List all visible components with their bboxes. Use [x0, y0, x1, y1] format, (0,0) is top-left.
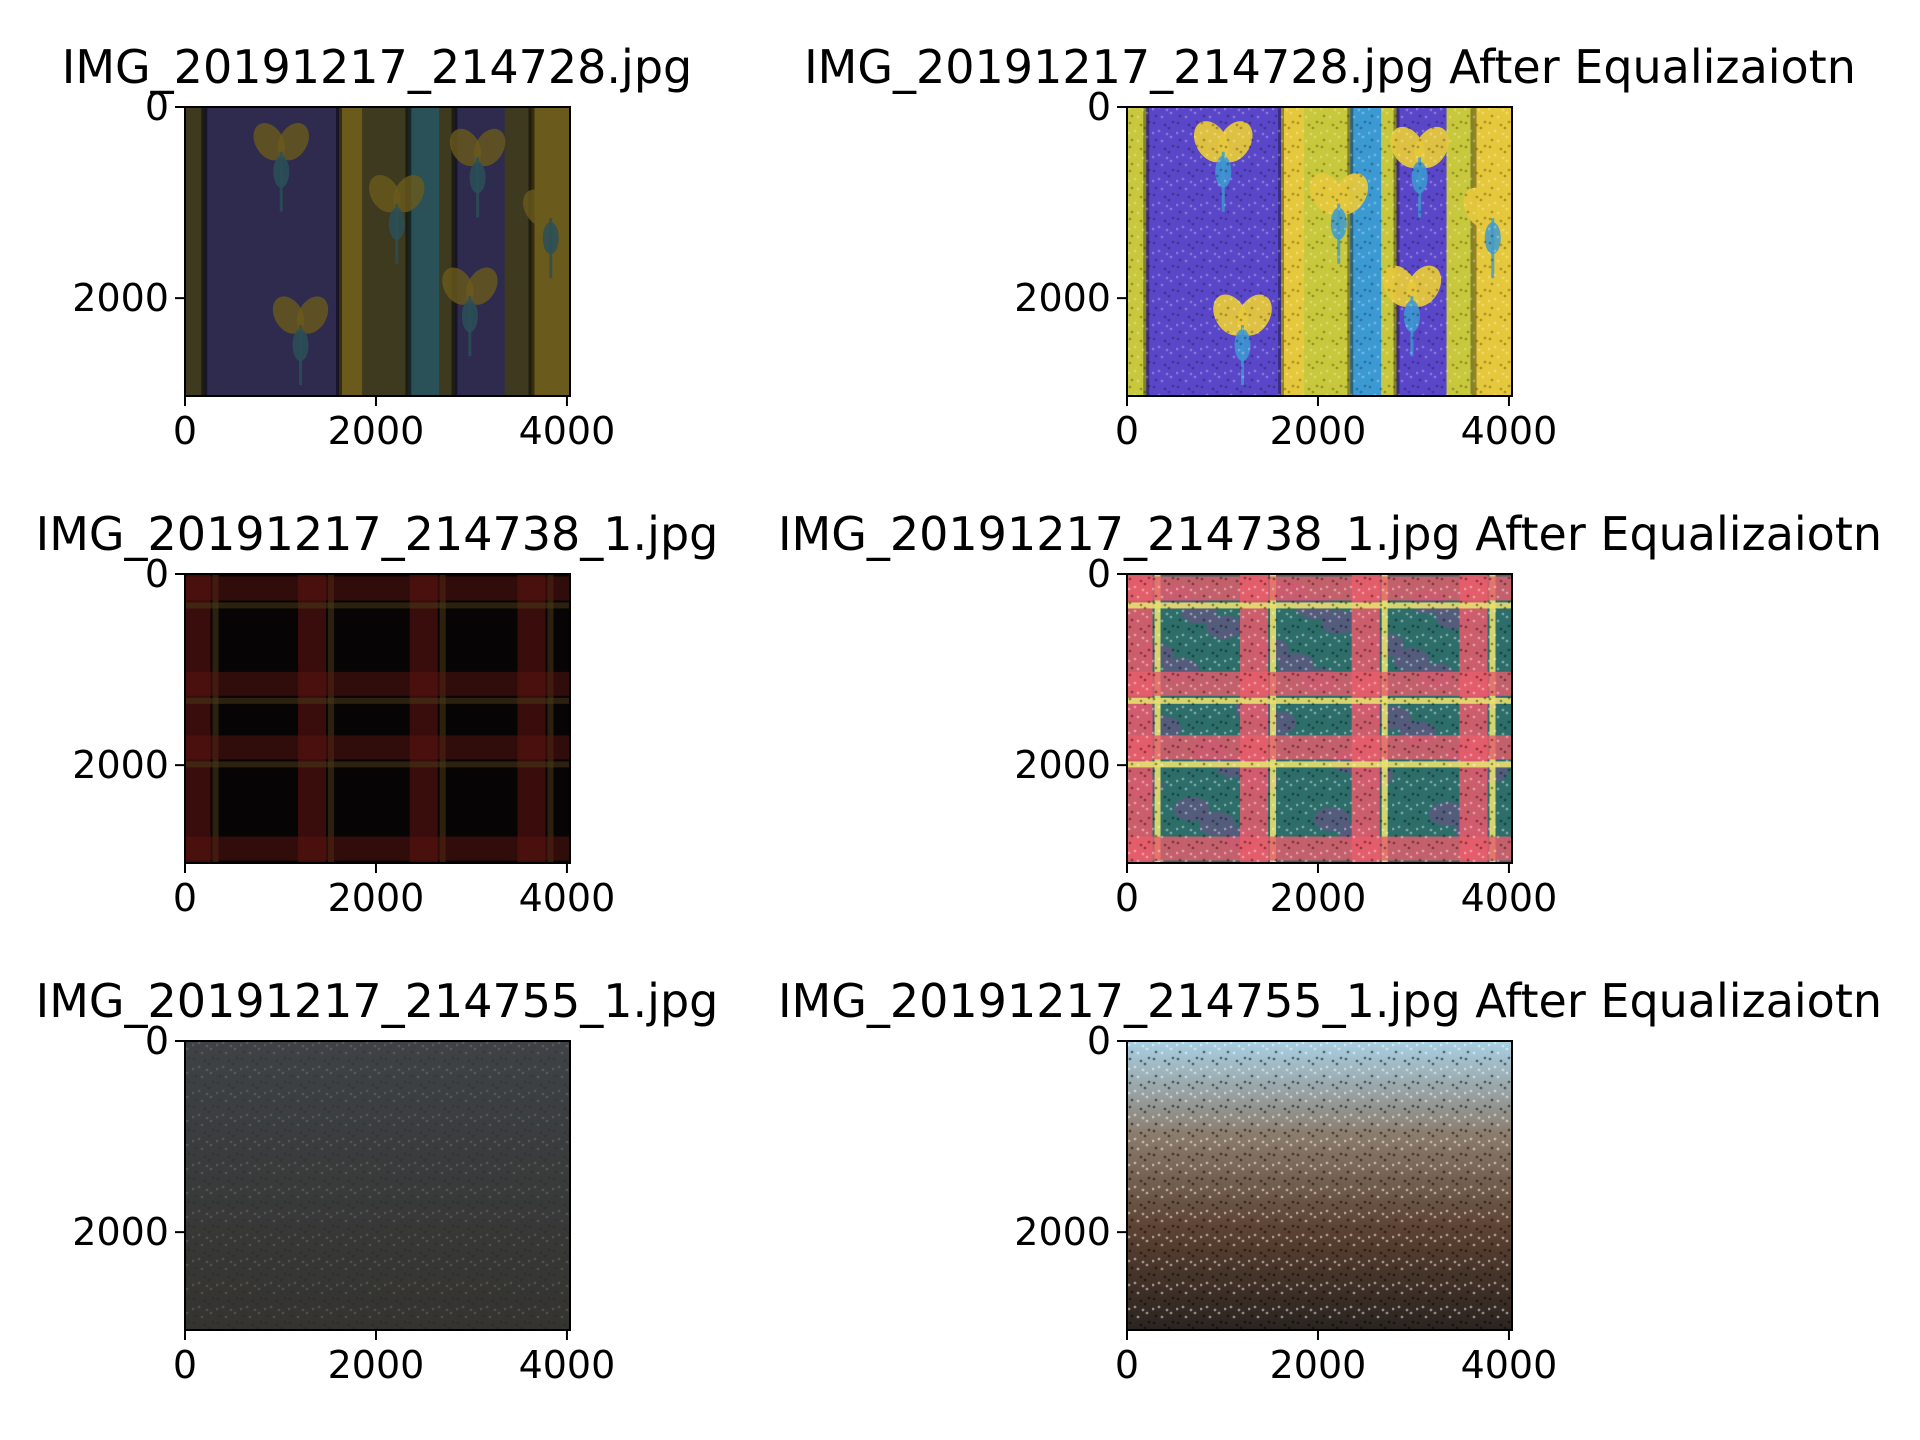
image-petal [547, 189, 570, 227]
image-plaid-thread [185, 697, 570, 704]
image-petal [449, 128, 482, 167]
image-plaid-band [185, 836, 570, 861]
y-tick-label: 2000 [1014, 276, 1111, 320]
y-tick-label: 0 [1087, 85, 1111, 129]
x-tick-label: 2000 [1270, 409, 1367, 453]
x-tick-label: 2000 [328, 409, 425, 453]
y-tick-label: 0 [1087, 1019, 1111, 1063]
image-content [1127, 574, 1512, 863]
image-stripe [408, 107, 440, 396]
y-tick-label: 2000 [1014, 743, 1111, 787]
y-tick-label: 0 [145, 85, 169, 129]
x-tick-label: 4000 [519, 1343, 616, 1387]
image-content [185, 574, 570, 863]
axes-frame [1126, 573, 1513, 864]
image-background [185, 574, 570, 863]
image-petal [253, 122, 285, 161]
image-petal [272, 296, 305, 334]
image-stripe [362, 107, 409, 396]
image-fold [336, 107, 342, 396]
image-petal [466, 267, 498, 305]
axes-frame [1126, 1040, 1513, 1331]
x-tick-label: 0 [1115, 409, 1139, 453]
x-tick-label: 0 [1115, 876, 1139, 920]
image-plaid-band [185, 576, 570, 601]
subplot-title: IMG_20191217_214738_1.jpg [36, 507, 719, 561]
x-tick-label: 2000 [328, 1343, 425, 1387]
axes-frame [184, 573, 571, 864]
image-fold [528, 107, 535, 396]
axes-frame [1126, 106, 1513, 397]
y-tick-label: 0 [145, 552, 169, 596]
image-plaid-thread [212, 574, 219, 863]
image-stripe [439, 107, 455, 396]
x-tick-label: 4000 [1461, 876, 1558, 920]
image-petal [369, 175, 401, 213]
x-tick-label: 0 [173, 409, 197, 453]
image-noise [1127, 574, 1512, 863]
subplot-title: IMG_20191217_214755_1.jpg [36, 974, 719, 1028]
image-plaid-thread [328, 574, 335, 863]
y-tick-label: 2000 [72, 743, 169, 787]
x-tick-label: 4000 [519, 409, 616, 453]
axes-frame [184, 106, 571, 397]
image-fold [451, 107, 458, 396]
x-tick-label: 2000 [1270, 1343, 1367, 1387]
subplot-title: IMG_20191217_214728.jpg [62, 40, 692, 94]
y-tick-label: 2000 [1014, 1210, 1111, 1254]
image-noise [1127, 1041, 1512, 1330]
image-noise [1127, 107, 1512, 396]
y-tick-label: 2000 [72, 276, 169, 320]
image-content [1127, 107, 1512, 396]
x-tick-label: 0 [173, 876, 197, 920]
image-plaid-thread [439, 574, 446, 863]
subplot-title: IMG_20191217_214728.jpg After Equalizaio… [804, 40, 1856, 94]
image-plaid-band [185, 671, 570, 696]
axes-frame [184, 1040, 571, 1331]
x-tick-label: 2000 [328, 876, 425, 920]
subplot-3: 0 2000 4000 0 2000 IMG_20191217_214738_1.jpg [36, 507, 719, 920]
image-stripe [185, 107, 205, 396]
subplot-1: 0 2000 4000 0 2000 IMG_20191217_214728.jpg [62, 40, 692, 453]
x-tick-label: 4000 [1461, 1343, 1558, 1387]
image-petal [473, 128, 506, 167]
image-stripe [504, 107, 532, 396]
image-plaid-thread [185, 602, 570, 609]
image-plaid-band [298, 574, 327, 863]
subplot-2: 0 2000 4000 0 2000 IMG_20191217_214728.jpg Af… [804, 40, 1856, 453]
image-petal [442, 267, 474, 305]
image-fold [201, 107, 208, 396]
subplot-title: IMG_20191217_214738_1.jpg After Equaliza… [778, 507, 1882, 561]
subplot-4: 0 2000 4000 0 2000 IMG_20191217_214738_1.jpg … [778, 507, 1882, 920]
y-tick-label: 0 [145, 1019, 169, 1063]
subplot-6: 0 2000 4000 0 2000 IMG_20191217_214755_1.jpg … [778, 974, 1882, 1387]
image-plaid-band [517, 574, 546, 863]
image-petal [296, 296, 329, 334]
subplot-5: 0 2000 4000 0 2000 IMG_20191217_214755_1.jpg [36, 974, 719, 1387]
y-tick-label: 0 [1087, 552, 1111, 596]
image-fold [405, 107, 412, 396]
image-plaid-band [185, 574, 211, 863]
image-content [185, 107, 570, 396]
x-tick-label: 4000 [519, 876, 616, 920]
x-tick-label: 0 [173, 1343, 197, 1387]
image-plaid-band [185, 735, 570, 760]
image-petal [277, 122, 309, 161]
image-noise [185, 1041, 570, 1330]
image-plaid-thread [547, 574, 554, 863]
image-content [185, 1041, 570, 1330]
subplot-title: IMG_20191217_214755_1.jpg After Equaliza… [778, 974, 1882, 1028]
image-stripe [339, 107, 363, 396]
image-content [1127, 1041, 1512, 1330]
image-petal [393, 175, 425, 213]
y-tick-label: 2000 [72, 1210, 169, 1254]
x-tick-label: 0 [1115, 1343, 1139, 1387]
image-plaid-band [409, 574, 438, 863]
x-tick-label: 4000 [1461, 409, 1558, 453]
image-petal [523, 189, 555, 227]
x-tick-label: 2000 [1270, 876, 1367, 920]
image-plaid-thread [185, 761, 570, 768]
